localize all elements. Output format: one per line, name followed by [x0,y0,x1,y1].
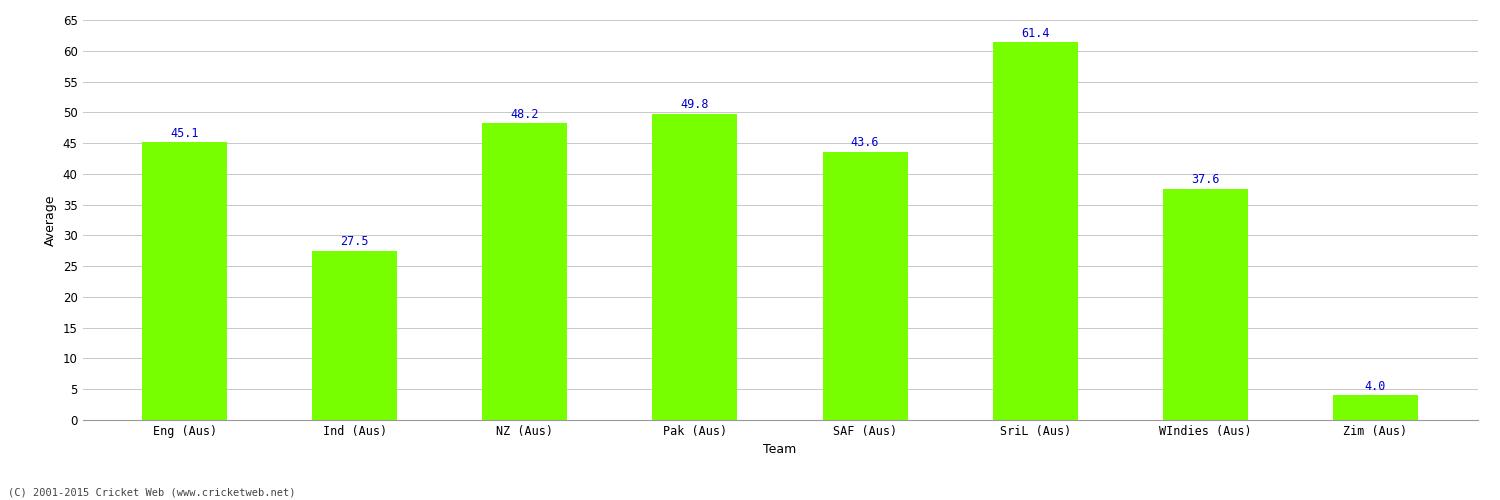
Bar [1334,396,1418,420]
Text: 45.1: 45.1 [171,127,200,140]
Text: (C) 2001-2015 Cricket Web (www.cricketweb.net): (C) 2001-2015 Cricket Web (www.cricketwe… [8,488,296,498]
Bar [993,42,1077,420]
Bar [142,142,226,420]
Bar [483,124,567,420]
Text: 49.8: 49.8 [681,98,710,111]
X-axis label: Team: Team [764,444,796,456]
Bar [312,251,398,420]
Text: 4.0: 4.0 [1365,380,1386,393]
Text: 37.6: 37.6 [1191,173,1219,186]
Text: 27.5: 27.5 [340,236,369,248]
Bar [822,152,908,420]
Text: 48.2: 48.2 [510,108,538,121]
Text: 43.6: 43.6 [850,136,879,149]
Text: 61.4: 61.4 [1022,26,1050,40]
Bar [1162,188,1248,420]
Bar [652,114,738,420]
Y-axis label: Average: Average [44,194,57,246]
